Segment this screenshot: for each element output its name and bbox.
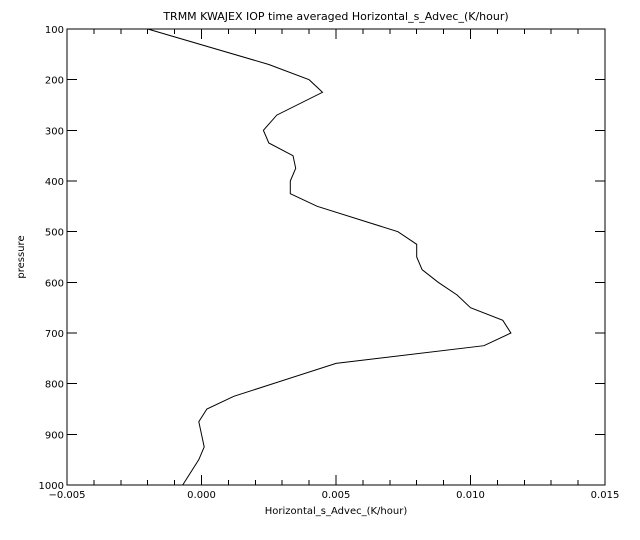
series-line-1 [147, 28, 512, 486]
y-tick-label: 100 [45, 25, 64, 36]
y-tick-label: 700 [45, 329, 64, 340]
y-axis-ticks: 100 200 300 400 500 600 700 800 900 1000 [39, 25, 605, 492]
x-tick-label: 0.005 [322, 490, 351, 501]
y-tick-label: 200 [45, 76, 64, 87]
y-tick-label: 500 [45, 228, 64, 239]
x-tick-label: 0.010 [456, 490, 485, 501]
x-tick-label: 0.015 [591, 490, 620, 501]
y-tick-label: 800 [45, 380, 64, 391]
x-axis-label: Horizontal_s_Advec_(K/hour) [265, 506, 408, 517]
y-tick-label: 900 [45, 430, 64, 441]
x-tick-label: 0.000 [187, 490, 216, 501]
y-tick-label: 1000 [39, 481, 64, 492]
series-layer [147, 28, 512, 486]
y-tick-label: 600 [45, 278, 64, 289]
plot-border [66, 28, 606, 486]
y-tick-label: 300 [45, 126, 64, 137]
plot-frame [66, 28, 606, 486]
y-axis-label: pressure [16, 235, 27, 278]
y-tick-label: 400 [45, 177, 64, 188]
x-tick-label: −0.005 [48, 490, 85, 501]
chart-title: TRMM KWAJEX IOP time averaged Horizontal… [162, 10, 508, 23]
x-axis-ticks: −0.005 0.000 0.005 0.010 0.015 [48, 29, 619, 501]
